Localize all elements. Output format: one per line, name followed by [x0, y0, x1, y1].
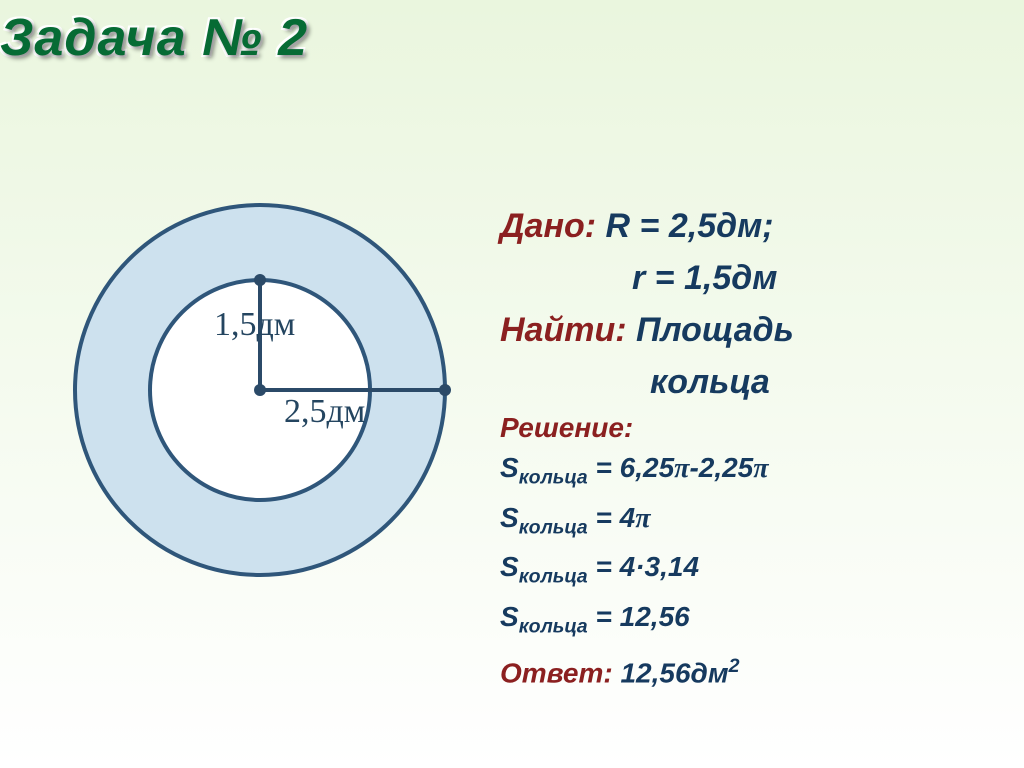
ring-diagram: 1,5дм 2,5дм [50, 180, 470, 600]
svg-text:1,5дм: 1,5дм [214, 306, 295, 343]
page-title: Задача № 2 [0, 8, 308, 68]
ring-svg: 1,5дм 2,5дм [50, 180, 470, 600]
svg-text:2,5дм: 2,5дм [284, 393, 365, 430]
solution-text: Дано: R = 2,5дм;r = 1,5дмНайти: Площадьк… [500, 200, 1020, 694]
